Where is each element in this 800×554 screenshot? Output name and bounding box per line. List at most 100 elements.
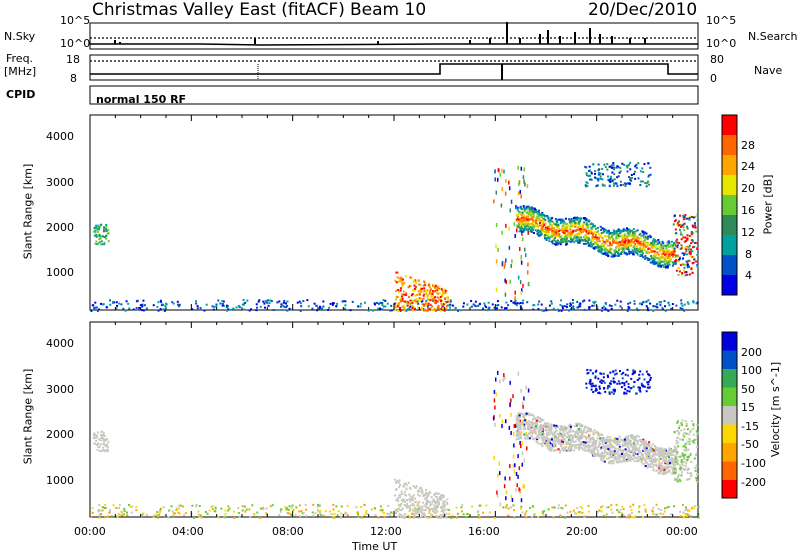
range-cell [594,231,597,234]
range-cell [639,255,642,258]
range-cell [665,449,668,452]
range-cell [630,229,633,232]
range-cell [667,249,670,252]
range-cell [608,447,611,450]
range-cell [443,309,446,312]
range-cell [538,434,541,437]
range-cell [678,242,681,245]
range-cell [493,306,496,309]
range-cell [685,239,688,242]
range-cell [690,267,693,270]
range-cell [606,387,609,390]
range-cell [636,235,639,238]
range-cell [685,271,688,274]
range-cell [673,261,676,264]
range-cell [544,222,547,225]
range-cell [630,511,633,514]
range-cell [441,494,444,497]
range-cell [680,247,683,250]
range-cell [561,305,564,308]
range-cell [661,466,664,469]
range-cell [456,512,459,515]
range-cell [670,253,673,256]
range-cell [575,436,578,439]
range-cell [337,510,340,513]
range-cell [594,442,597,445]
range-cell [579,305,582,308]
freq-label-1: Freq. [6,52,34,65]
range-cell [284,302,287,305]
range-cell [678,431,681,434]
range-cell [647,299,650,302]
range-cell [618,456,621,459]
range-cell [409,495,412,498]
range-cell [521,225,524,228]
range-cell [644,181,647,184]
range-cell [579,239,582,242]
range-cell [404,482,407,485]
range-cell [614,447,617,450]
range-cell [568,231,571,234]
range-cell [578,443,581,446]
range-cell [566,432,569,435]
range-cell [654,513,657,516]
range-cell [517,165,519,170]
range-cell [163,309,166,312]
range-cell [588,433,591,436]
range-cell [554,232,557,235]
range-cell [613,445,616,448]
range-cell [398,486,401,489]
range-cell [442,494,445,497]
range-cell [628,449,631,452]
range-cell [644,461,647,464]
range-cell [579,232,582,235]
range-cell [118,503,121,506]
range-cell [578,242,581,245]
power-ytick: 2000 [46,221,74,234]
range-cell [696,242,699,245]
range-cell [569,430,572,433]
range-cell [664,455,667,458]
range-cell [665,261,668,264]
range-cell [440,494,443,497]
range-cell [162,308,165,311]
range-cell [602,372,605,375]
range-cell [394,512,397,515]
range-cell [627,514,630,517]
range-cell [636,443,639,446]
range-cell [613,440,616,443]
range-cell [423,504,426,507]
range-cell [396,515,399,518]
range-cell [509,402,511,407]
range-cell [621,248,624,251]
range-cell [405,487,408,490]
range-cell [617,511,620,514]
range-cell [278,300,281,303]
range-cell [570,443,573,446]
range-cell [519,440,521,445]
range-cell [536,434,539,437]
range-cell [643,378,646,381]
velocity-ytick: 1000 [46,474,74,487]
range-cell [510,264,512,269]
range-cell [636,439,639,442]
range-cell [436,289,439,292]
range-cell [531,223,534,226]
range-cell [603,440,606,443]
range-cell [684,247,687,250]
range-cell [540,227,543,230]
range-cell [288,307,291,310]
range-cell [515,430,518,433]
range-cell [664,265,667,268]
range-cell [591,444,594,447]
range-cell [566,427,569,430]
range-cell [666,266,669,269]
range-cell [487,301,490,304]
range-cell [408,516,411,519]
range-cell [107,228,110,231]
range-cell [501,168,503,173]
range-cell [524,427,527,430]
range-cell [586,223,589,226]
range-cell [696,219,699,222]
